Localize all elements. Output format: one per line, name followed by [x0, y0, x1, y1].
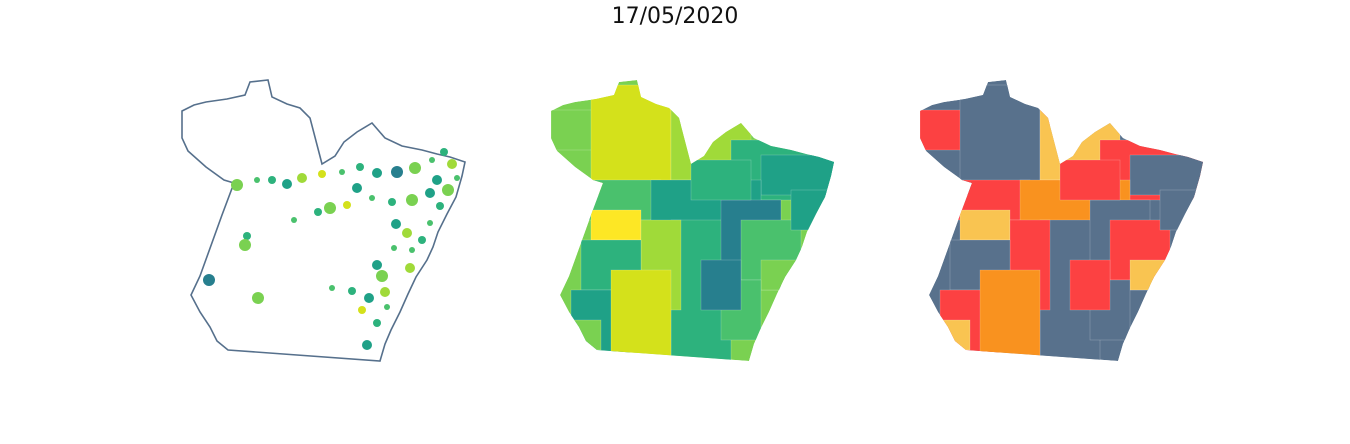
point-marker	[409, 162, 421, 174]
region-patch	[790, 189, 832, 231]
point-marker	[454, 175, 460, 181]
point-marker	[391, 166, 403, 178]
point-marker	[376, 270, 388, 282]
region-patch	[690, 159, 752, 201]
point-marker	[440, 148, 448, 156]
point-marker	[427, 220, 433, 226]
map-panel-choropleth	[551, 80, 834, 361]
region-patch	[1129, 259, 1181, 291]
point-marker	[369, 195, 375, 201]
point-marker	[429, 157, 435, 163]
region-patch	[1059, 159, 1121, 201]
point-marker	[282, 179, 292, 189]
point-marker	[252, 292, 264, 304]
point-marker	[391, 245, 397, 251]
region-patch	[760, 154, 834, 196]
region-patch	[760, 259, 812, 291]
state-outline	[181, 79, 466, 362]
region-patch	[959, 84, 1041, 196]
point-marker	[388, 198, 396, 206]
point-marker	[297, 173, 307, 183]
point-marker	[318, 170, 326, 178]
region-patch	[560, 319, 602, 351]
point-marker	[268, 176, 276, 184]
region-patch	[610, 269, 672, 361]
point-marker	[402, 228, 412, 238]
point-marker	[372, 168, 382, 178]
point-marker	[254, 177, 260, 183]
point-marker	[348, 287, 356, 295]
region-patch	[959, 209, 1011, 241]
point-marker	[373, 319, 381, 327]
point-marker	[409, 247, 415, 253]
point-marker	[442, 184, 454, 196]
point-marker	[352, 183, 362, 193]
point-marker	[203, 274, 215, 286]
point-marker	[339, 169, 345, 175]
point-marker	[291, 217, 297, 223]
point-marker	[356, 163, 364, 171]
point-marker	[436, 202, 444, 210]
region-patch	[1069, 259, 1111, 311]
point-marker	[406, 194, 418, 206]
point-marker	[447, 159, 457, 169]
point-marker	[329, 285, 335, 291]
region-patch	[929, 319, 971, 351]
region-patch	[700, 259, 742, 311]
figure-title: 17/05/2020	[611, 4, 739, 29]
point-marker	[425, 188, 435, 198]
point-marker	[314, 208, 322, 216]
point-marker	[364, 293, 374, 303]
point-marker	[391, 219, 401, 229]
region-patch	[1129, 154, 1203, 196]
point-marker	[243, 232, 251, 240]
region-patch	[590, 209, 642, 241]
point-marker	[231, 179, 243, 191]
point-marker	[380, 287, 390, 297]
map-panel-points	[181, 79, 466, 362]
point-marker	[384, 304, 390, 310]
point-marker	[324, 202, 336, 214]
point-marker	[372, 260, 382, 270]
point-marker	[418, 236, 426, 244]
map-panel-categories	[920, 80, 1203, 361]
point-marker	[343, 201, 351, 209]
point-marker	[432, 175, 442, 185]
point-marker	[362, 340, 372, 350]
point-marker	[405, 263, 415, 273]
region-patch	[1159, 189, 1201, 231]
point-marker	[239, 239, 251, 251]
region-patch	[590, 84, 672, 196]
region-patch	[979, 269, 1041, 361]
point-marker	[358, 306, 366, 314]
